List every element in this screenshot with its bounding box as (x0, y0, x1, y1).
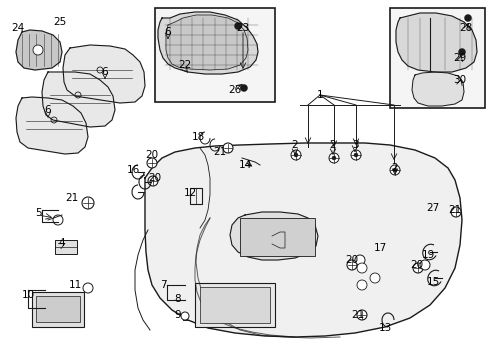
Bar (55, 240, 77, 254)
Polygon shape (165, 15, 247, 70)
Circle shape (352, 152, 359, 158)
Text: 2: 2 (329, 140, 336, 150)
Polygon shape (42, 72, 115, 127)
Circle shape (356, 310, 366, 320)
Text: 14: 14 (238, 160, 251, 170)
Circle shape (147, 158, 157, 168)
Circle shape (412, 263, 422, 273)
Polygon shape (145, 143, 461, 337)
Polygon shape (16, 97, 88, 154)
Circle shape (33, 45, 43, 55)
Text: 30: 30 (452, 75, 466, 85)
Text: 21: 21 (351, 310, 364, 320)
Circle shape (240, 85, 247, 91)
Circle shape (331, 156, 335, 160)
Polygon shape (158, 12, 258, 74)
Text: 2: 2 (391, 163, 398, 173)
Bar (155, 8, 274, 102)
Circle shape (83, 283, 93, 293)
Circle shape (389, 165, 399, 175)
Circle shape (293, 153, 297, 157)
Text: 21: 21 (65, 193, 79, 203)
Circle shape (292, 152, 299, 158)
Text: 21: 21 (213, 147, 226, 157)
Text: 22: 22 (178, 60, 191, 70)
Text: 7: 7 (160, 280, 166, 290)
Circle shape (290, 150, 301, 160)
Polygon shape (395, 13, 476, 72)
Circle shape (330, 154, 337, 162)
Circle shape (354, 255, 364, 265)
Text: 23: 23 (236, 23, 249, 33)
Text: 27: 27 (426, 203, 439, 213)
Text: 21: 21 (447, 205, 461, 215)
Text: 6: 6 (102, 67, 108, 77)
Circle shape (181, 312, 189, 320)
Text: 19: 19 (421, 250, 434, 260)
Text: 18: 18 (191, 132, 204, 142)
Polygon shape (63, 45, 145, 103)
Text: 13: 13 (378, 323, 391, 333)
Text: 9: 9 (174, 310, 181, 320)
Text: 26: 26 (228, 85, 241, 95)
Bar (389, 8, 484, 108)
Text: 17: 17 (373, 243, 386, 253)
Bar (195, 283, 274, 327)
Polygon shape (16, 30, 62, 70)
Circle shape (328, 153, 338, 163)
Text: 12: 12 (183, 188, 196, 198)
Text: 20: 20 (409, 260, 423, 270)
Text: 24: 24 (11, 23, 24, 33)
Text: 11: 11 (68, 280, 81, 290)
Circle shape (148, 176, 158, 186)
Polygon shape (229, 212, 317, 260)
Circle shape (234, 22, 241, 30)
Circle shape (82, 197, 94, 209)
Text: 6: 6 (164, 27, 171, 37)
Circle shape (353, 153, 357, 157)
Text: 8: 8 (174, 294, 181, 304)
Text: 25: 25 (53, 17, 66, 27)
Circle shape (464, 14, 470, 22)
Text: 20: 20 (145, 150, 158, 160)
Text: 10: 10 (22, 290, 35, 300)
Text: 28: 28 (458, 23, 472, 33)
Circle shape (53, 215, 63, 225)
Bar (36, 296, 80, 322)
Text: 20: 20 (148, 173, 161, 183)
Text: 3: 3 (351, 140, 358, 150)
Circle shape (356, 280, 366, 290)
Circle shape (369, 273, 379, 283)
Circle shape (458, 49, 465, 55)
Bar (190, 188, 202, 204)
Circle shape (356, 263, 366, 273)
Text: 29: 29 (452, 53, 466, 63)
Polygon shape (411, 72, 463, 106)
Text: 5: 5 (35, 208, 41, 218)
Text: 20: 20 (345, 255, 358, 265)
Text: 1: 1 (316, 90, 323, 100)
Circle shape (350, 150, 360, 160)
Circle shape (450, 207, 460, 217)
Text: 6: 6 (44, 105, 51, 115)
Bar (200, 287, 269, 323)
Circle shape (391, 166, 398, 174)
Text: 4: 4 (59, 238, 65, 248)
Text: 15: 15 (426, 277, 439, 287)
Circle shape (392, 168, 396, 172)
Circle shape (419, 260, 429, 270)
Circle shape (223, 143, 232, 153)
Bar (240, 218, 314, 256)
Bar (32, 292, 84, 327)
Text: 16: 16 (126, 165, 140, 175)
Text: 2: 2 (291, 140, 298, 150)
Circle shape (346, 260, 356, 270)
